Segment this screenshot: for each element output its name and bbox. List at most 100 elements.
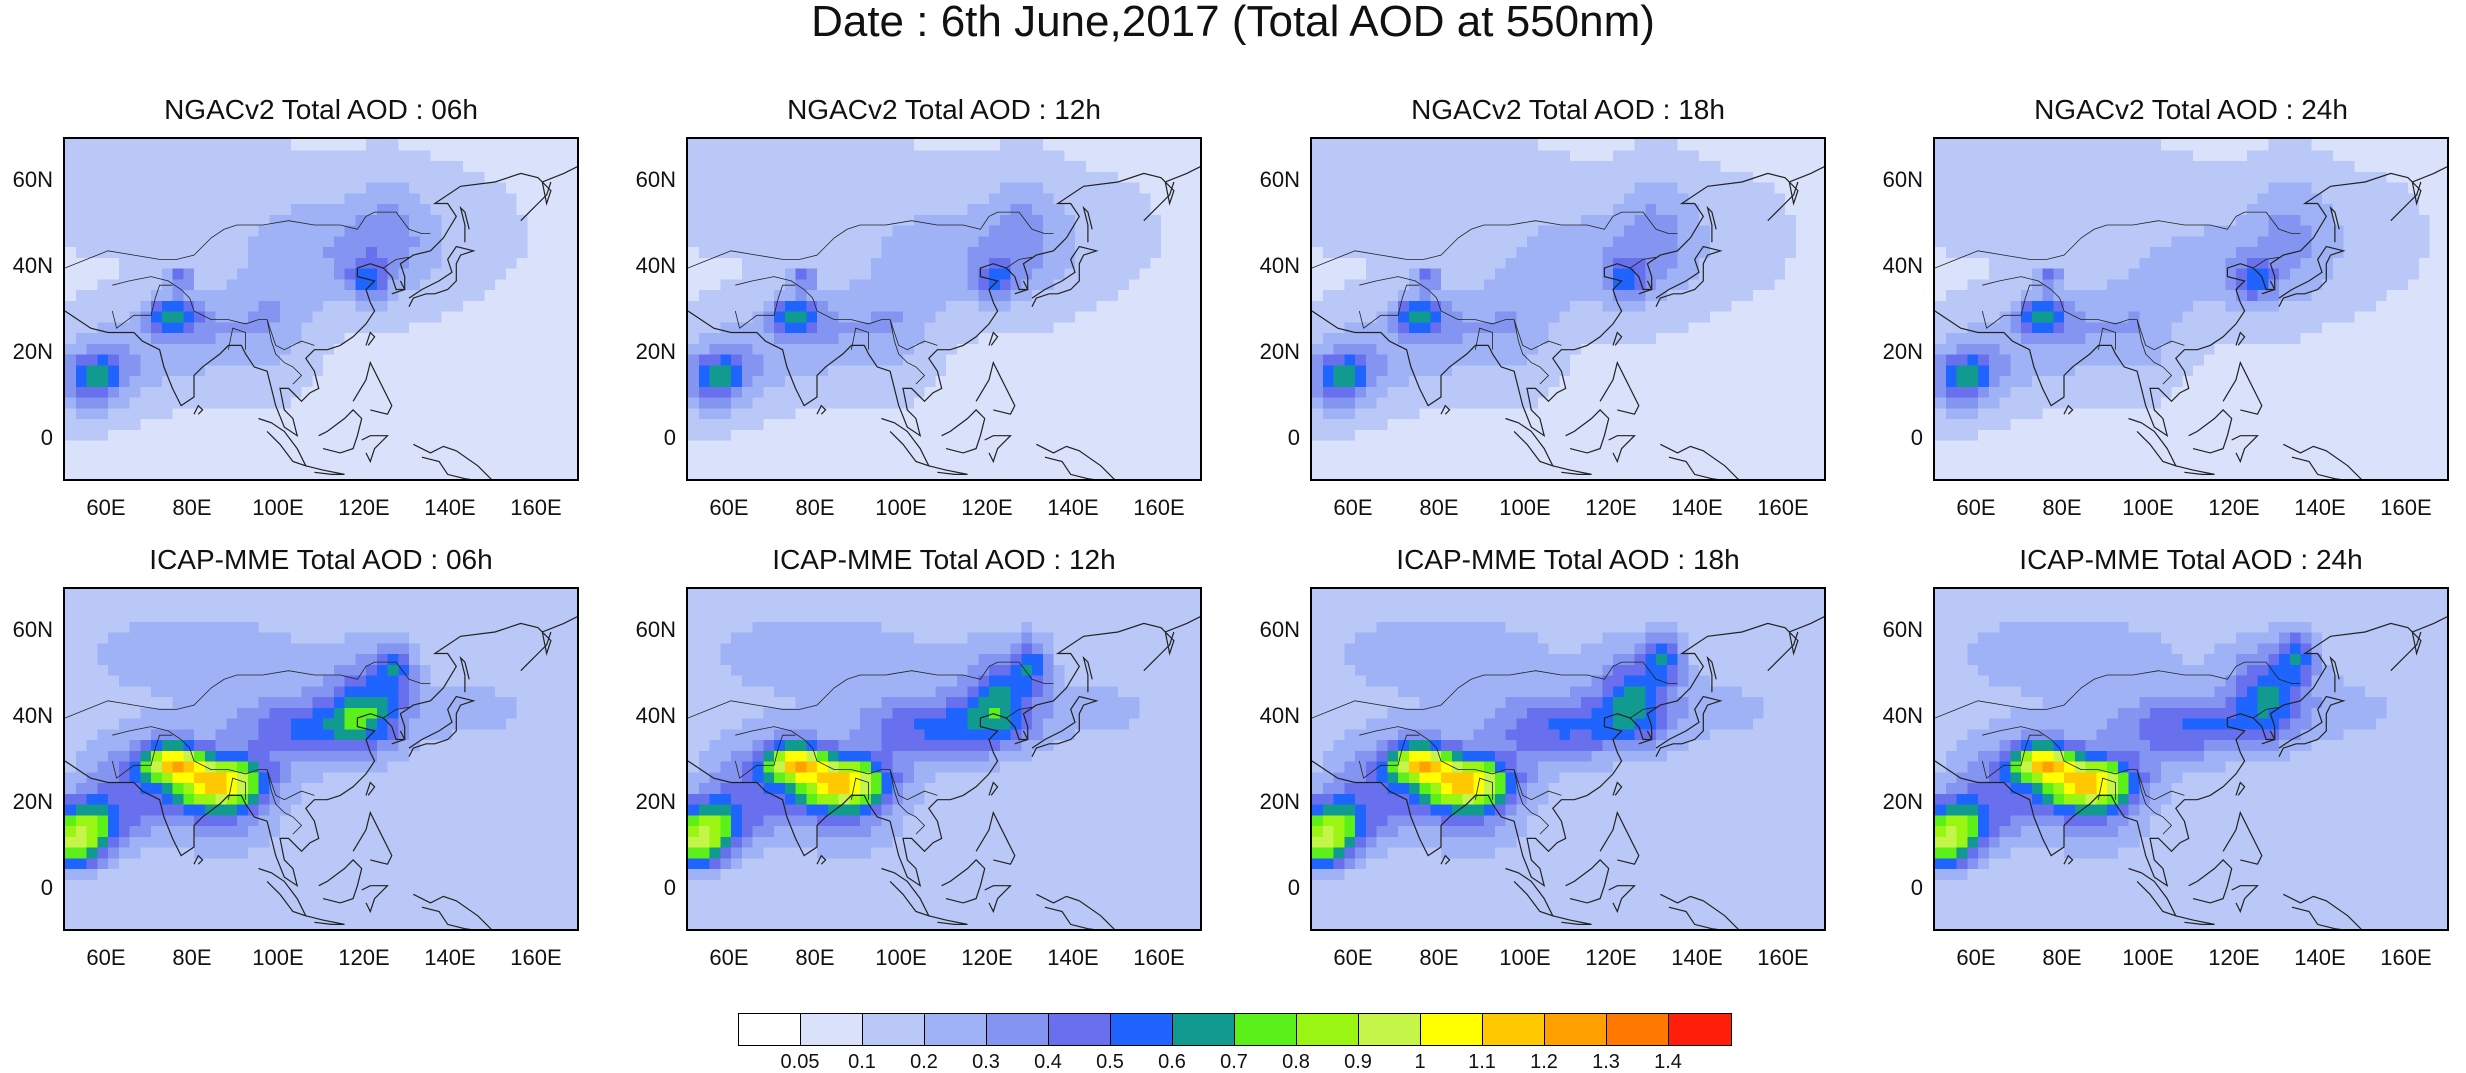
lat-tick-label: 40N — [1240, 255, 1300, 277]
colorbar-swatch — [1606, 1013, 1670, 1046]
colorbar-swatch — [862, 1013, 926, 1046]
panel-title: ICAP-MME Total AOD : 24h — [1911, 545, 2466, 575]
lon-tick-label: 80E — [780, 947, 850, 969]
panel-title: NGACv2 Total AOD : 12h — [664, 95, 1224, 125]
lon-tick-label: 120E — [952, 947, 1022, 969]
panel-title: ICAP-MME Total AOD : 06h — [41, 545, 601, 575]
aod-map-panel — [1310, 137, 1826, 481]
lon-tick-label: 80E — [157, 947, 227, 969]
lon-tick-label: 60E — [694, 497, 764, 519]
lon-tick-label: 140E — [1662, 497, 1732, 519]
colorbar-tick-label: 0.8 — [1266, 1052, 1326, 1072]
colorbar-swatch — [1110, 1013, 1174, 1046]
lon-tick-label: 160E — [501, 497, 571, 519]
lon-tick-label: 80E — [2027, 947, 2097, 969]
lat-tick-label: 40N — [0, 255, 53, 277]
aod-map-panel — [686, 587, 1202, 931]
panel-title: ICAP-MME Total AOD : 12h — [664, 545, 1224, 575]
colorbar-tick-label: 1.1 — [1452, 1052, 1512, 1072]
lon-tick-label: 60E — [1941, 497, 2011, 519]
lon-tick-label: 60E — [1318, 497, 1388, 519]
lon-tick-label: 120E — [1576, 497, 1646, 519]
lon-tick-label: 160E — [2371, 497, 2441, 519]
lat-tick-label: 20N — [1863, 341, 1923, 363]
lat-tick-label: 60N — [1863, 619, 1923, 641]
lon-tick-label: 140E — [1038, 947, 1108, 969]
aod-field — [1935, 589, 2449, 931]
lon-tick-label: 100E — [2113, 947, 2183, 969]
aod-map-panel — [1933, 137, 2449, 481]
lon-tick-label: 140E — [1038, 497, 1108, 519]
colorbar-swatch — [738, 1013, 802, 1046]
lat-tick-label: 20N — [0, 341, 53, 363]
lat-tick-label: 60N — [0, 619, 53, 641]
lat-tick-label: 0 — [1240, 427, 1300, 449]
aod-field — [1312, 589, 1826, 931]
colorbar-tick-label: 1 — [1390, 1052, 1450, 1072]
colorbar-swatch — [1296, 1013, 1360, 1046]
lat-tick-label: 0 — [616, 877, 676, 899]
colorbar-swatch — [1172, 1013, 1236, 1046]
lat-tick-label: 20N — [616, 791, 676, 813]
aod-field — [65, 139, 579, 481]
lat-tick-label: 20N — [1240, 341, 1300, 363]
lon-tick-label: 100E — [866, 497, 936, 519]
lat-tick-label: 40N — [616, 705, 676, 727]
lat-tick-label: 0 — [1863, 427, 1923, 449]
colorbar-swatch — [1482, 1013, 1546, 1046]
colorbar-tick-label: 1.2 — [1514, 1052, 1574, 1072]
aod-map-panel — [63, 587, 579, 931]
lon-tick-label: 140E — [1662, 947, 1732, 969]
lat-tick-label: 60N — [1240, 619, 1300, 641]
aod-field — [1312, 139, 1826, 481]
lon-tick-label: 100E — [866, 947, 936, 969]
lon-tick-label: 120E — [2199, 497, 2269, 519]
colorbar-swatch — [1544, 1013, 1608, 1046]
colorbar-tick-label: 0.7 — [1204, 1052, 1264, 1072]
colorbar-swatch — [924, 1013, 988, 1046]
colorbar-swatch — [1668, 1013, 1732, 1046]
lat-tick-label: 60N — [616, 619, 676, 641]
lat-tick-label: 40N — [1240, 705, 1300, 727]
lat-tick-label: 0 — [0, 427, 53, 449]
lat-tick-label: 40N — [1863, 255, 1923, 277]
lon-tick-label: 80E — [157, 497, 227, 519]
aod-map-panel — [686, 137, 1202, 481]
aod-map-panel — [1933, 587, 2449, 931]
lat-tick-label: 0 — [0, 877, 53, 899]
lon-tick-label: 100E — [1490, 497, 1560, 519]
lat-tick-label: 20N — [1863, 791, 1923, 813]
lat-tick-label: 20N — [616, 341, 676, 363]
lat-tick-label: 40N — [0, 705, 53, 727]
colorbar-swatch — [1420, 1013, 1484, 1046]
lon-tick-label: 80E — [1404, 947, 1474, 969]
colorbar-tick-label: 0.05 — [770, 1052, 830, 1072]
panel-title: NGACv2 Total AOD : 24h — [1911, 95, 2466, 125]
colorbar-tick-label: 0.2 — [894, 1052, 954, 1072]
colorbar-tick-label: 0.4 — [1018, 1052, 1078, 1072]
lon-tick-label: 120E — [2199, 947, 2269, 969]
lon-tick-label: 60E — [71, 497, 141, 519]
lon-tick-label: 120E — [329, 947, 399, 969]
lat-tick-label: 40N — [616, 255, 676, 277]
lon-tick-label: 80E — [1404, 497, 1474, 519]
colorbar-swatch — [1358, 1013, 1422, 1046]
aod-field — [65, 589, 579, 931]
lon-tick-label: 60E — [1941, 947, 2011, 969]
figure-title: Date : 6th June,2017 (Total AOD at 550nm… — [0, 0, 2466, 44]
lon-tick-label: 100E — [2113, 497, 2183, 519]
lon-tick-label: 120E — [329, 497, 399, 519]
lon-tick-label: 140E — [415, 947, 485, 969]
aod-map-panel — [63, 137, 579, 481]
aod-field — [1935, 139, 2449, 481]
lon-tick-label: 140E — [2285, 947, 2355, 969]
colorbar-tick-label: 0.1 — [832, 1052, 892, 1072]
lon-tick-label: 100E — [1490, 947, 1560, 969]
lon-tick-label: 160E — [1124, 497, 1194, 519]
lon-tick-label: 160E — [2371, 947, 2441, 969]
lat-tick-label: 20N — [0, 791, 53, 813]
lat-tick-label: 20N — [1240, 791, 1300, 813]
lat-tick-label: 60N — [616, 169, 676, 191]
panel-title: NGACv2 Total AOD : 18h — [1288, 95, 1848, 125]
lat-tick-label: 60N — [0, 169, 53, 191]
